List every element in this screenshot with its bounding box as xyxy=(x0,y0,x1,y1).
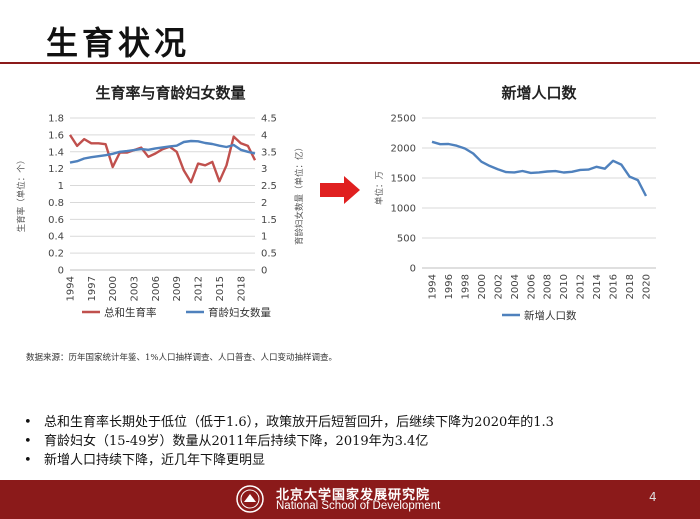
source-note: 数据来源：历年国家统计年鉴、1%人口抽样调查、人口普查、人口变动抽样调查。 xyxy=(26,353,337,363)
x-tick-label: 2014 xyxy=(592,274,603,299)
y-tick-label: 500 xyxy=(397,234,416,245)
y2-tick-label: 2.5 xyxy=(261,181,277,192)
y2-tick-label: 4 xyxy=(261,130,267,141)
bullet-glyph: • xyxy=(24,415,32,430)
x-tick-label: 1994 xyxy=(66,276,77,301)
bullet-text: 总和生育率长期处于低位（低于1.6），政策放开后短暂回升，后继续下降为2020年… xyxy=(44,415,554,430)
y2-tick-label: 0.5 xyxy=(261,249,277,260)
x-tick-label: 1997 xyxy=(87,276,98,301)
footer-bar xyxy=(0,480,700,519)
y2-tick-label: 3 xyxy=(261,164,267,175)
x-tick-label: 2016 xyxy=(609,274,620,299)
y2-tick-label: 1.5 xyxy=(261,215,277,226)
y-tick-label: 0 xyxy=(58,266,64,277)
x-tick-label: 2006 xyxy=(151,276,162,301)
x-tick-label: 2010 xyxy=(559,274,570,299)
y2-axis-label: 育龄妇女数量（单位：亿） xyxy=(294,143,305,245)
x-tick-label: 2012 xyxy=(194,276,205,301)
y2-tick-label: 3.5 xyxy=(261,147,277,158)
x-tick-label: 2015 xyxy=(215,276,226,301)
y-axis-label: 生育率（单位：个） xyxy=(16,156,27,233)
bullet-item: • 育龄妇女（15-49岁）数量从2011年后持续下降，2019年为3.4亿 xyxy=(22,432,554,451)
y-tick-label: 1.6 xyxy=(48,130,64,141)
title-rule xyxy=(0,62,700,64)
y-tick-label: 1.4 xyxy=(48,147,64,158)
bullet-text: 育龄妇女（15-49岁）数量从2011年后持续下降，2019年为3.4亿 xyxy=(44,434,429,449)
legend-label: 育龄妇女数量 xyxy=(208,306,271,319)
y2-tick-label: 0 xyxy=(261,266,267,277)
bullet-glyph: • xyxy=(24,434,32,449)
y2-tick-label: 1 xyxy=(261,232,267,243)
y-tick-label: 1500 xyxy=(391,174,416,185)
bullet-text: 新增人口持续下降，近几年下降更明显 xyxy=(44,453,266,468)
x-tick-label: 1994 xyxy=(428,274,439,299)
chart-title: 生育率与育龄妇女数量 xyxy=(95,84,245,102)
y2-tick-label: 4.5 xyxy=(261,114,277,125)
x-tick-label: 1996 xyxy=(444,274,455,299)
x-tick-label: 2002 xyxy=(493,274,504,299)
x-tick-label: 2004 xyxy=(510,274,521,299)
university-seal-icon xyxy=(236,485,264,513)
fertility-chart: 生育率与育龄妇女数量 0 0.2 0.4 0.6 0.8 1 1.2 1.4 1.6 1.8 0 0.5… xyxy=(16,84,305,319)
x-tick-label: 2018 xyxy=(236,276,247,301)
series-line xyxy=(68,134,257,184)
legend-label: 新增人口数 xyxy=(524,309,577,322)
x-tick-label: 2006 xyxy=(526,274,537,299)
y-tick-label: 1.8 xyxy=(48,114,64,125)
page-number: 4 xyxy=(649,490,657,504)
x-tick-label: 2012 xyxy=(576,274,587,299)
y-tick-label: 0.2 xyxy=(48,249,64,260)
arrow-icon xyxy=(320,176,360,204)
y-tick-label: 0.6 xyxy=(48,215,64,226)
y-tick-label: 1.2 xyxy=(48,164,64,175)
x-tick-label: 2009 xyxy=(172,276,183,301)
y2-tick-label: 2 xyxy=(261,198,267,209)
x-tick-label: 2000 xyxy=(477,274,488,299)
bullet-item: • 总和生育率长期处于低位（低于1.6），政策放开后短暂回升，后继续下降为2020… xyxy=(22,413,554,432)
series-line xyxy=(69,139,256,164)
y-tick-label: 0.4 xyxy=(48,232,64,243)
institution-name-en: National School of Development xyxy=(276,500,441,512)
bullet-glyph: • xyxy=(24,453,32,468)
y-tick-label: 0.8 xyxy=(48,198,64,209)
x-tick-label: 2020 xyxy=(642,274,653,299)
y-tick-label: 1000 xyxy=(391,204,416,215)
bullet-item: • 新增人口持续下降，近几年下降更明显 xyxy=(22,451,554,470)
x-tick-label: 2018 xyxy=(625,274,636,299)
y-tick-label: 0 xyxy=(410,264,416,275)
institution-name-cn: 北京大学国家发展研究院 xyxy=(276,488,431,503)
chart-title: 新增人口数 xyxy=(501,84,577,102)
y-tick-label: 2000 xyxy=(391,144,416,155)
slide-title: 生育状况 xyxy=(46,24,191,62)
y-axis-label: 单位：万 xyxy=(374,171,385,205)
y-tick-label: 2500 xyxy=(391,114,416,125)
x-tick-label: 2000 xyxy=(108,276,119,301)
bullet-list: • 总和生育率长期处于低位（低于1.6），政策放开后短暂回升，后继续下降为2020… xyxy=(22,413,554,470)
x-tick-label: 2003 xyxy=(130,276,141,301)
series-line xyxy=(431,140,648,197)
y-tick-label: 1 xyxy=(58,181,64,192)
births-chart: 新增人口数 0 500 1000 1500 2000 2500 1994 1996 1998 200… xyxy=(374,84,656,322)
x-tick-label: 1998 xyxy=(460,274,471,299)
x-tick-label: 2008 xyxy=(543,274,554,299)
legend-label: 总和生育率 xyxy=(104,306,157,319)
